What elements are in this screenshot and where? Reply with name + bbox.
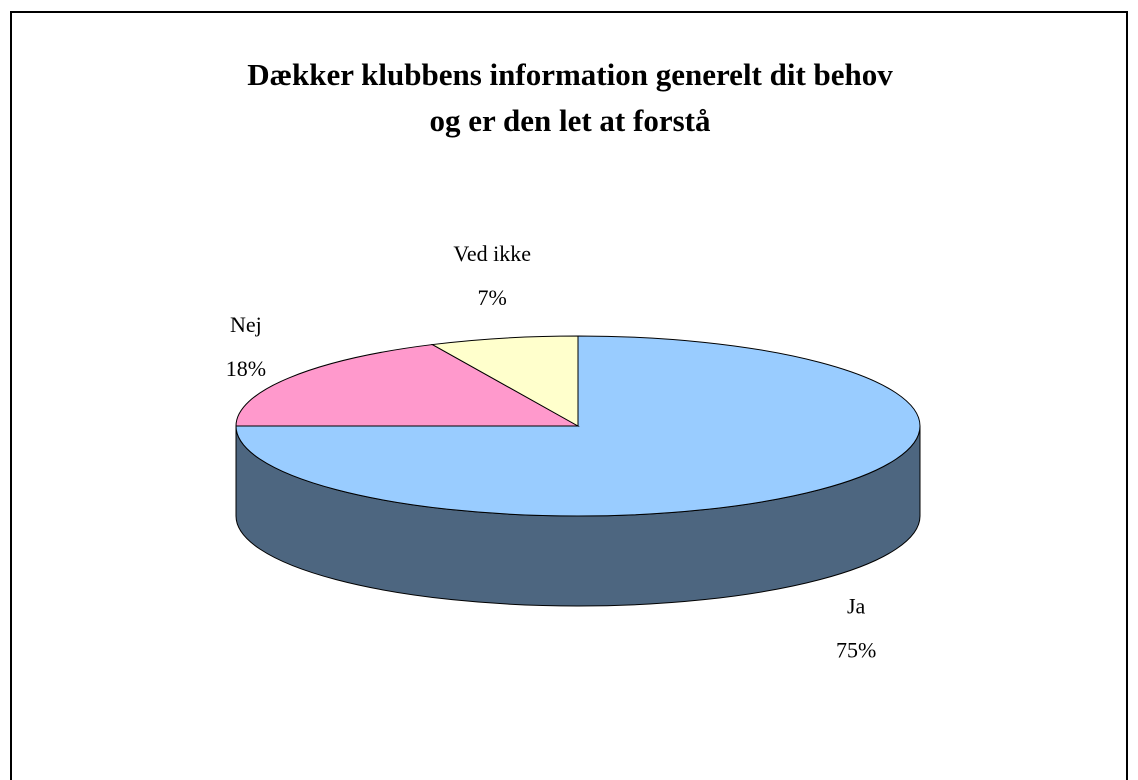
chart-title: og er den let at forstå bbox=[430, 103, 711, 138]
data-label: 7% bbox=[478, 285, 507, 310]
category-label: Nej bbox=[230, 312, 262, 337]
chart-title: Dækker klubbens information generelt dit… bbox=[247, 57, 893, 92]
category-label: Ved ikke bbox=[453, 241, 531, 266]
data-label: 18% bbox=[226, 356, 266, 381]
category-label: Ja bbox=[847, 594, 866, 619]
pie-slice bbox=[235, 344, 580, 427]
data-label: 75% bbox=[836, 638, 876, 663]
pie-slice bbox=[430, 335, 579, 427]
